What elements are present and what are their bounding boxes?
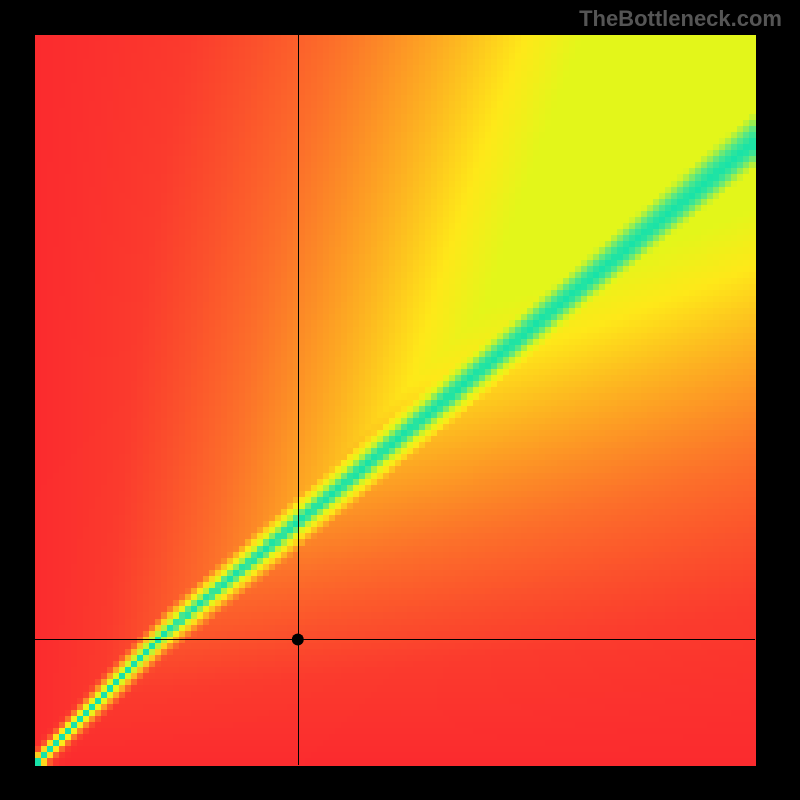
watermark-text: TheBottleneck.com xyxy=(579,6,782,32)
bottleneck-heatmap xyxy=(0,0,800,800)
